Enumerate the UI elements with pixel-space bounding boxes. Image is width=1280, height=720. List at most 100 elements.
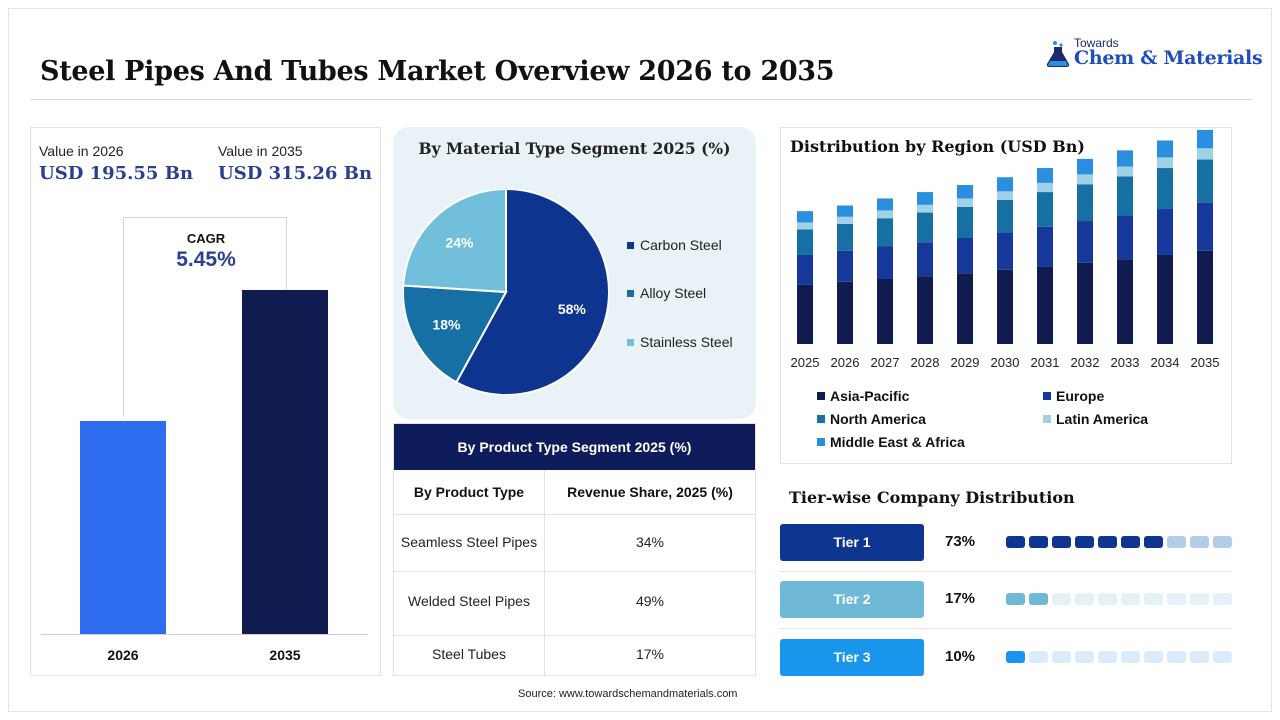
- region-bar-2028-europe: [917, 242, 933, 277]
- legend-swatch: [627, 338, 634, 346]
- brand-logo: Towards Chem & Materials: [1044, 36, 1263, 76]
- legend-swatch: [627, 289, 634, 297]
- region-bar-2031-europe: [1037, 226, 1053, 267]
- region-bar-2026-latin-america: [837, 216, 853, 224]
- region-bar-2030-middle-east-africa: [997, 177, 1013, 192]
- table-divider: [394, 635, 755, 636]
- bar-label-2026: 2026: [107, 647, 139, 663]
- tier-3-progress-unit: [1098, 651, 1117, 663]
- legend-latin-america: Latin America: [1043, 411, 1148, 427]
- region-bar-2026-asia-pacific: [837, 281, 853, 344]
- region-bar-2025-north-america: [797, 229, 813, 255]
- region-bar-2033-asia-pacific: [1117, 259, 1133, 344]
- legend-label: Asia-Pacific: [830, 388, 910, 404]
- tier-1-progress-unit: [1121, 536, 1140, 548]
- region-bar-2033-europe: [1117, 215, 1133, 260]
- region-bar-2027-latin-america: [877, 210, 893, 219]
- region-bar-2034-latin-america: [1157, 157, 1173, 169]
- tier-1-percentage: 73%: [945, 533, 976, 550]
- tier-section-title: Tier-wise Company Distribution: [789, 488, 1075, 507]
- bar-baseline: [41, 634, 368, 635]
- tier-3-progress-unit: [1144, 651, 1163, 663]
- region-bar-2029-north-america: [957, 206, 973, 238]
- tier-divider: [780, 571, 1232, 572]
- table-col-header-product: By Product Type: [413, 484, 525, 500]
- legend-stainless-steel: Stainless Steel: [627, 334, 733, 350]
- region-x-tick-2032: 2032: [1070, 355, 1100, 370]
- pie-slice-stainless-steel: [403, 189, 507, 294]
- value-2035: USD 315.26 Bn: [218, 163, 373, 184]
- region-x-tick-2031: 2031: [1030, 355, 1060, 370]
- tier-3-progress-unit: [1213, 651, 1232, 663]
- region-bar-2026-middle-east-africa: [837, 205, 853, 217]
- title-divider: [30, 99, 1252, 100]
- table-col-header-share: Revenue Share, 2025 (%): [567, 484, 733, 500]
- logo-text-small: Towards: [1074, 36, 1119, 50]
- region-bar-2031-north-america: [1037, 192, 1053, 227]
- region-bar-2035-asia-pacific: [1197, 250, 1213, 344]
- region-stacked-bar-chart: [797, 129, 1213, 344]
- region-bar-2032-middle-east-africa: [1077, 158, 1093, 175]
- tier-3-progress-unit: [1121, 651, 1140, 663]
- legend-alloy-steel: Alloy Steel: [627, 285, 706, 301]
- tier-2-progress-unit: [1190, 593, 1209, 605]
- page-frame: [8, 8, 1272, 712]
- legend-swatch: [817, 415, 825, 424]
- region-x-tick-2029: 2029: [950, 355, 980, 370]
- table-cell-product: Seamless Steel Pipes: [400, 534, 538, 550]
- bar-label-2035: 2035: [269, 647, 301, 663]
- tier-1-progress-unit: [1144, 536, 1163, 548]
- tier-1-progress-unit: [1006, 536, 1025, 548]
- table-cell-product: Steel Tubes: [432, 646, 506, 662]
- region-bar-2028-north-america: [917, 212, 933, 243]
- pie-slice-carbon-steel: [455, 189, 609, 395]
- region-bar-2032-asia-pacific: [1077, 262, 1093, 344]
- region-x-tick-2030: 2030: [990, 355, 1020, 370]
- region-bar-2025-europe: [797, 254, 813, 285]
- region-bar-2029-latin-america: [957, 198, 973, 207]
- region-bar-2028-middle-east-africa: [917, 192, 933, 205]
- market-size-panel: Value in 2026 USD 195.55 Bn Value in 203…: [30, 127, 381, 676]
- region-bar-2025-middle-east-africa: [797, 211, 813, 223]
- tier-3-label: Tier 3: [780, 639, 924, 676]
- tier-1-progress-unit: [1075, 536, 1094, 548]
- table-cell-share: 17%: [635, 646, 665, 662]
- legend-swatch: [1043, 415, 1051, 424]
- legend-swatch: [817, 438, 825, 447]
- region-bar-2028-latin-america: [917, 204, 933, 213]
- region-x-tick-2028: 2028: [910, 355, 940, 370]
- legend-label: Europe: [1056, 388, 1105, 404]
- region-bar-2031-latin-america: [1037, 182, 1053, 193]
- tier-1-progress-unit: [1167, 536, 1186, 548]
- region-bar-2026-europe: [837, 250, 853, 282]
- tier-divider: [780, 628, 1232, 629]
- region-bar-2029-asia-pacific: [957, 273, 973, 344]
- tier-1-progress-unit: [1052, 536, 1071, 548]
- region-bar-2034-europe: [1157, 209, 1173, 255]
- table-cell-product: Welded Steel Pipes: [408, 593, 530, 609]
- tier-2-progress-unit: [1006, 593, 1025, 605]
- bar-2026: [80, 420, 166, 634]
- region-bar-2027-middle-east-africa: [877, 198, 893, 211]
- region-x-tick-2035: 2035: [1190, 355, 1220, 370]
- region-chart-panel: Distribution by Region (USD Bn) 2025 2026…: [780, 127, 1232, 464]
- region-bar-2031-asia-pacific: [1037, 266, 1053, 344]
- region-bar-2032-north-america: [1077, 184, 1093, 222]
- material-pie-chart: 58% 18% 24%: [403, 189, 609, 395]
- legend-carbon-steel: Carbon Steel: [627, 237, 722, 253]
- source-note: Source: www.towardschemandmaterials.com: [518, 688, 738, 700]
- tier-3-progress-unit: [1190, 651, 1209, 663]
- region-bar-2027-europe: [877, 246, 893, 279]
- tier-2-progress-unit: [1052, 593, 1071, 605]
- region-x-tick-2027: 2027: [870, 355, 900, 370]
- tier-2-progress-unit: [1098, 593, 1117, 605]
- cagr-box: CAGR 5.45%: [123, 217, 287, 417]
- value-2035-label: Value in 2035: [218, 143, 303, 159]
- pie-title: By Material Type Segment 2025 (%): [418, 139, 731, 158]
- region-chart-title: Distribution by Region (USD Bn): [790, 137, 1085, 156]
- region-bar-2032-latin-america: [1077, 174, 1093, 185]
- region-bar-2033-north-america: [1117, 176, 1133, 216]
- tier-2-progress-unit: [1029, 593, 1048, 605]
- pie-data-label: 18%: [432, 317, 461, 333]
- table-title: By Product Type Segment 2025 (%): [394, 424, 755, 470]
